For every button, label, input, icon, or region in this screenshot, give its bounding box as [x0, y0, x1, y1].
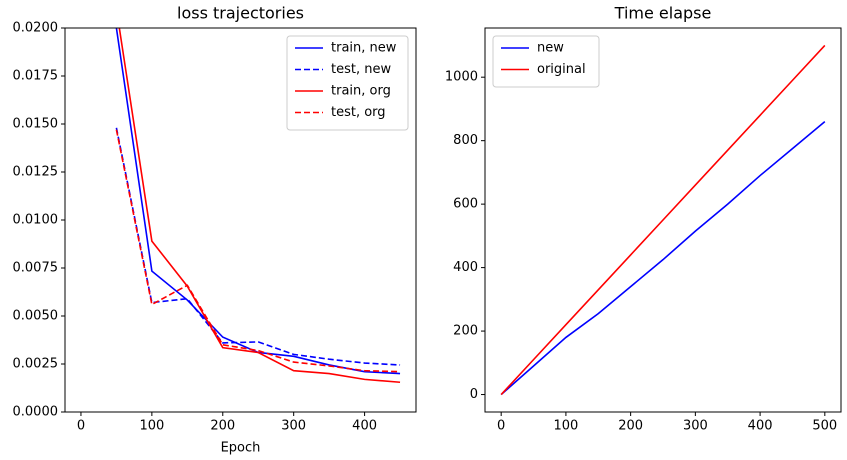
plot-area [500, 44, 826, 396]
y-tick-label: 0 [470, 387, 478, 402]
legend-box [286, 35, 409, 131]
y-tick-label: 400 [453, 260, 478, 275]
x-tick-label: 0 [497, 419, 505, 434]
chart-title: loss trajectories [177, 4, 304, 23]
y-tick-label: 0.0025 [13, 357, 59, 372]
legend-label: train, new [331, 41, 397, 56]
y-tick-label: 0.0075 [13, 261, 59, 276]
legend-label: test, org [331, 105, 386, 120]
legend-label: test, new [331, 62, 391, 77]
series-line [118, 28, 401, 384]
legend-label: train, org [331, 84, 391, 99]
y-tick-label: 600 [453, 197, 478, 212]
chart-title: Time elapse [614, 4, 712, 23]
series-line [500, 44, 826, 396]
x-tick-label: 100 [553, 419, 578, 434]
y-tick-label: 1000 [445, 70, 478, 85]
y-tick-label: 0.0100 [13, 213, 59, 228]
plot-area [115, 28, 401, 384]
x-tick-label: 400 [352, 419, 377, 434]
x-tick-label: 300 [281, 419, 306, 434]
x-axis-label: Epoch [221, 441, 261, 456]
series-line [115, 129, 401, 373]
legend-label: new [537, 41, 564, 56]
x-tick-label: 500 [812, 419, 837, 434]
legend-label: original [537, 62, 586, 77]
x-tick-label: 200 [210, 419, 235, 434]
y-tick-label: 0.0000 [13, 405, 59, 420]
x-tick-label: 200 [618, 419, 643, 434]
y-tick-label: 0.0125 [13, 165, 59, 180]
y-tick-label: 0.0150 [13, 117, 59, 132]
x-tick-label: 0 [77, 419, 85, 434]
y-tick-label: 200 [453, 324, 478, 339]
axes-frame [64, 27, 417, 413]
y-tick-label: 0.0175 [13, 69, 59, 84]
x-tick-label: 100 [139, 419, 164, 434]
series-line [500, 121, 826, 396]
axes-frame [484, 27, 842, 413]
y-tick-label: 0.0200 [13, 21, 59, 36]
x-tick-label: 400 [748, 419, 773, 434]
x-tick-label: 300 [683, 419, 708, 434]
y-tick-label: 800 [453, 133, 478, 148]
y-tick-label: 0.0050 [13, 309, 59, 324]
series-line [115, 127, 401, 366]
